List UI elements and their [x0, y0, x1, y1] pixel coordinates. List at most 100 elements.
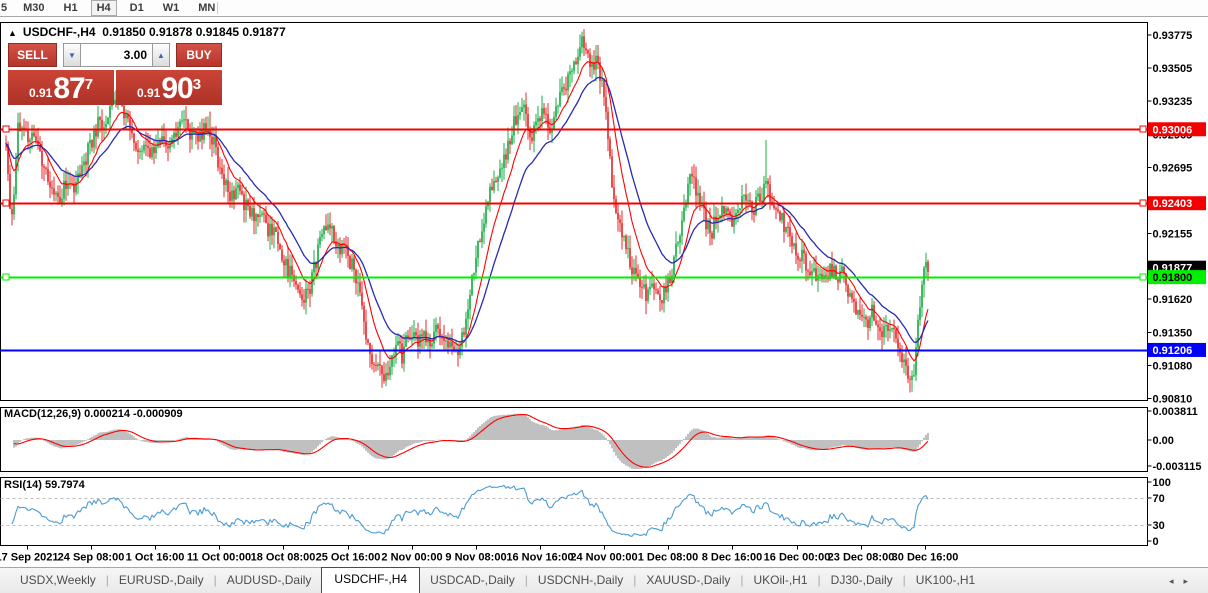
svg-text:0.92403: 0.92403: [1153, 198, 1193, 210]
timeframe-button-m30[interactable]: M30: [23, 2, 45, 14]
buy-price-prefix: 0.91: [136, 86, 161, 100]
chart-tab-usdcad-daily[interactable]: USDCAD-,Daily: [430, 573, 515, 587]
svg-text:8 Dec 16:00: 8 Dec 16:00: [702, 552, 763, 564]
chart-tabs: USDX,Weekly | EURUSD-,Daily | AUDUSD-,Daily U…: [10, 567, 985, 593]
tab-separator: |: [902, 573, 906, 587]
svg-text:9 Nov 08:00: 9 Nov 08:00: [445, 552, 506, 564]
horizontal-level-lines[interactable]: [0, 125, 1148, 352]
tab-scroll-right-icon[interactable]: ▸: [1183, 576, 1198, 586]
chart-tab-bar: USDX,Weekly | EURUSD-,Daily | AUDUSD-,Daily U…: [0, 567, 1208, 593]
svg-text:0.003811: 0.003811: [1153, 406, 1198, 418]
buy-price-main: 90: [161, 72, 193, 105]
buy-price-pip: 3: [192, 76, 202, 93]
macd-name: MACD(12,26,9): [4, 408, 82, 420]
timeframe-button-d1[interactable]: D1: [129, 2, 144, 14]
rsi-panel-plot: [0, 484, 1148, 537]
tab-separator: |: [740, 573, 744, 587]
timeframe-buttons: 5 M30 H1 H4 D1 W1 MN: [0, 0, 228, 16]
rsi-value: 59.7974: [44, 479, 85, 491]
timeframe-button-mn[interactable]: MN: [198, 2, 216, 14]
svg-text:0: 0: [1153, 536, 1159, 548]
sell-button[interactable]: SELL: [8, 43, 57, 67]
chart-symbol-label: USDCHF-,H4: [22, 25, 96, 39]
svg-text:0.91080: 0.91080: [1153, 360, 1193, 372]
svg-text:-0.003115: -0.003115: [1153, 461, 1202, 473]
chart-tab-audusd-daily[interactable]: AUDUSD-,Daily: [226, 573, 312, 587]
tab-separator: |: [105, 573, 109, 587]
trade-panel-top-row: SELL ▼ 3.00 ▲ BUY: [8, 43, 222, 67]
svg-text:1 Oct 16:00: 1 Oct 16:00: [126, 552, 185, 564]
sell-price-main: 87: [53, 72, 85, 105]
tab-separator: |: [817, 573, 821, 587]
svg-text:16 Nov 16:00: 16 Nov 16:00: [506, 552, 573, 564]
tab-separator: |: [633, 573, 637, 587]
chart-tab-xauusd-daily[interactable]: XAUUSD-,Daily: [646, 573, 731, 587]
chart-tab-usdchf-h4[interactable]: USDCHF-,H4: [321, 567, 421, 593]
svg-text:0.92155: 0.92155: [1153, 229, 1193, 241]
panel-frames: [0, 22, 1148, 546]
price-axis: 0.937750.935050.932350.929650.926950.921…: [1147, 30, 1206, 548]
macd-indicator-label: MACD(12,26,9) 0.000214 -0.000909: [4, 408, 183, 420]
svg-text:0.93505: 0.93505: [1153, 63, 1193, 75]
rsi-indicator-label: RSI(14) 59.7974: [4, 479, 85, 491]
tab-scroll-left-icon[interactable]: ◂: [1168, 576, 1184, 586]
svg-text:2 Nov 00:00: 2 Nov 00:00: [381, 552, 442, 564]
buy-price-button[interactable]: 0.91 90 3: [116, 70, 222, 105]
svg-text:0.91350: 0.91350: [1153, 327, 1193, 339]
one-click-trade-panel: SELL ▼ 3.00 ▲ BUY 0.91 87 7 0.91 90 3: [8, 43, 222, 105]
buy-button[interactable]: BUY: [176, 43, 222, 67]
toolbar-separator: [217, 2, 218, 14]
volume-spinner: ▼ 3.00 ▲: [63, 43, 170, 67]
macd-panel-plot: [13, 413, 929, 470]
tab-scroll-arrows: ◂▸: [1169, 576, 1198, 587]
date-axis: 17 Sep 2021 24 Sep 08:00 1 Oct 16:00 11 Oct…: [0, 545, 1148, 564]
chart-tab-eurusd-daily[interactable]: EURUSD-,Daily: [118, 573, 204, 587]
tab-separator: |: [213, 573, 217, 587]
volume-input[interactable]: 3.00: [81, 43, 152, 67]
timeframe-button-w1[interactable]: W1: [162, 2, 180, 14]
volume-decrease-icon[interactable]: ▼: [63, 43, 81, 67]
svg-text:0.90810: 0.90810: [1153, 394, 1193, 406]
rsi-name: RSI(14): [4, 479, 42, 491]
chart-ohlc-values: 0.91850 0.91878 0.91845 0.91877: [102, 25, 286, 39]
svg-text:18 Oct 08:00: 18 Oct 08:00: [251, 552, 316, 564]
chart-tab-uk100-h1[interactable]: UK100-,H1: [915, 573, 976, 587]
timeframe-button-5[interactable]: 5: [1, 2, 8, 14]
svg-text:24 Nov 00:00: 24 Nov 00:00: [570, 552, 637, 564]
sell-price-pip: 7: [84, 76, 94, 93]
timeframe-toolbar: 5 M30 H1 H4 D1 W1 MN: [0, 0, 1208, 17]
svg-text:1 Dec 08:00: 1 Dec 08:00: [638, 552, 699, 564]
svg-text:23 Dec 08:00: 23 Dec 08:00: [828, 552, 895, 564]
svg-text:30 Dec 16:00: 30 Dec 16:00: [892, 552, 959, 564]
svg-text:100: 100: [1153, 477, 1171, 489]
svg-text:0.00: 0.00: [1153, 435, 1174, 447]
price-chart-canvas[interactable]: 0.937750.935050.932350.929650.926950.921…: [0, 17, 1208, 593]
svg-text:0.92695: 0.92695: [1153, 162, 1193, 174]
volume-increase-icon[interactable]: ▲: [152, 43, 170, 67]
chart-tab-usdx-weekly[interactable]: USDX,Weekly: [20, 573, 96, 587]
chart-title: ▲ USDCHF-,H4 0.91850 0.91878 0.91845 0.91…: [8, 25, 286, 39]
svg-text:0.91800: 0.91800: [1153, 272, 1193, 284]
svg-text:25 Oct 16:00: 25 Oct 16:00: [316, 552, 381, 564]
svg-text:17 Sep 2021: 17 Sep 2021: [0, 552, 59, 564]
chart-tab-usdcnh-daily[interactable]: USDCNH-,Daily: [537, 573, 624, 587]
collapse-panel-icon[interactable]: ▲: [8, 28, 17, 38]
svg-text:11 Oct 00:00: 11 Oct 00:00: [187, 552, 251, 564]
chart-tab-dj30-daily[interactable]: DJ30-,Daily: [830, 573, 893, 587]
svg-text:0.91620: 0.91620: [1153, 294, 1193, 306]
svg-text:0.93775: 0.93775: [1153, 30, 1193, 42]
sell-price-prefix: 0.91: [28, 86, 53, 100]
chart-tab-ukoil-h1[interactable]: UKOil-,H1: [753, 573, 808, 587]
svg-text:30: 30: [1153, 520, 1165, 532]
timeframe-button-h4[interactable]: H4: [90, 0, 117, 16]
trade-panel-price-row: 0.91 87 7 0.91 90 3: [8, 70, 222, 105]
macd-values: 0.000214 -0.000909: [84, 408, 183, 420]
tab-separator: |: [524, 573, 528, 587]
svg-text:0.91206: 0.91206: [1153, 345, 1193, 357]
svg-text:70: 70: [1153, 493, 1165, 505]
svg-text:24 Sep 08:00: 24 Sep 08:00: [58, 552, 125, 564]
svg-text:0.93006: 0.93006: [1153, 124, 1193, 136]
timeframe-button-h1[interactable]: H1: [63, 2, 78, 14]
sell-price-button[interactable]: 0.91 87 7: [8, 70, 114, 105]
